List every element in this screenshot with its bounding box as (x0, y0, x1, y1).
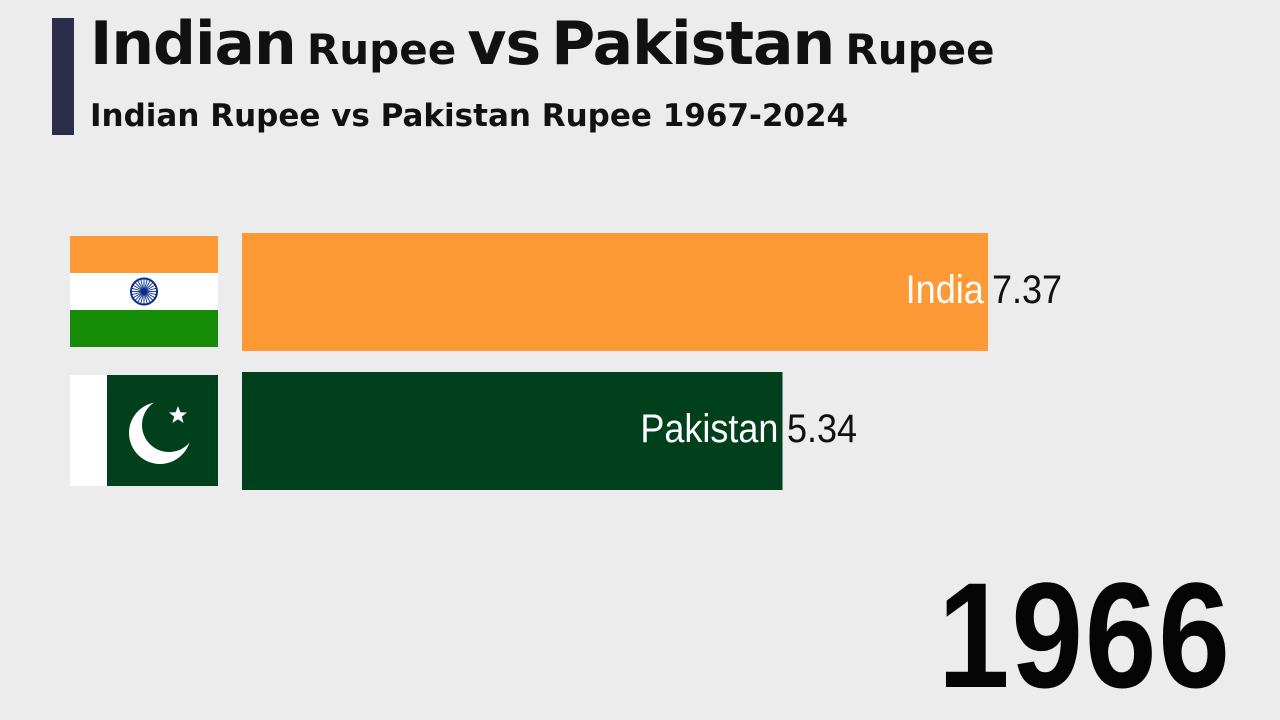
bar-value-pakistan: 5.34 (786, 407, 857, 451)
india-flag-icon (70, 236, 218, 347)
title-word-pakistan: Pakistan (551, 9, 835, 79)
chart-subtitle: Indian Rupee vs Pakistan Rupee 1967-2024 (90, 98, 849, 134)
bar-label-pakistan: Pakistan (640, 407, 779, 451)
bar-india (242, 233, 988, 351)
title-word-rupee: Rupee (306, 25, 457, 74)
title-word-vs: vs (467, 9, 541, 79)
title-accent-bar (52, 18, 74, 135)
title-word-rupee-2: Rupee (845, 25, 995, 74)
bar-label-india: India (905, 268, 984, 312)
period-label: 1966 (938, 551, 1232, 719)
chart-title: Indian Rupee vs Pakistan Rupee (90, 14, 995, 74)
bar-value-india: 7.37 (992, 268, 1063, 312)
title-word-indian: Indian (90, 9, 297, 79)
pakistan-flag-icon (70, 375, 218, 486)
